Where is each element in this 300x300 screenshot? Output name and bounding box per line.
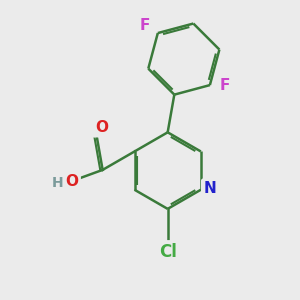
Text: F: F [220, 78, 230, 93]
Text: H: H [52, 176, 63, 190]
Text: F: F [140, 18, 150, 33]
Text: Cl: Cl [159, 243, 177, 261]
Text: N: N [203, 181, 216, 196]
Text: O: O [95, 120, 108, 135]
Text: O: O [66, 174, 79, 189]
